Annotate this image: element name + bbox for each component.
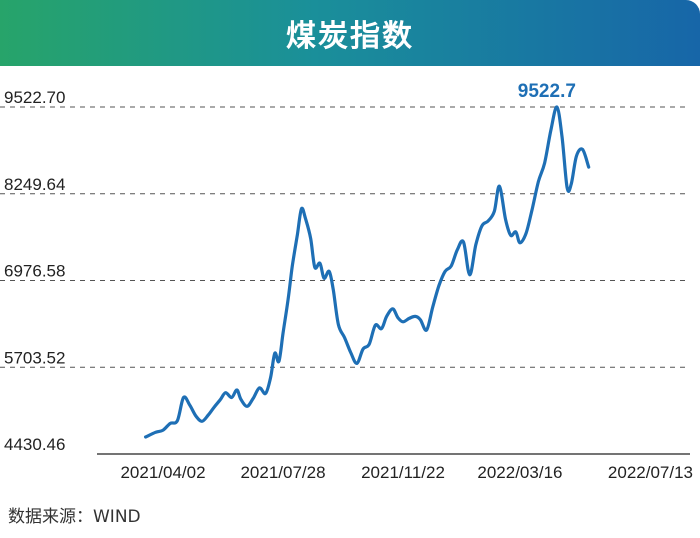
line-chart: 9522.70 8249.64 6976.58 5703.52 4430.46 2021… bbox=[0, 81, 693, 482]
x-tick-label: 2021/11/22 bbox=[361, 463, 445, 482]
x-tick-label: 2021/07/28 bbox=[240, 463, 325, 482]
y-tick-label: 6976.58 bbox=[4, 262, 65, 281]
y-axis-ticks: 9522.70 8249.64 6976.58 5703.52 4430.46 bbox=[4, 88, 65, 454]
x-tick-label: 2022/07/13 bbox=[608, 463, 693, 482]
grid-layer bbox=[0, 106, 690, 455]
title-bar: 煤炭指数 bbox=[0, 0, 700, 66]
data-source-note: 数据来源：WIND bbox=[8, 507, 141, 527]
x-tick-label: 2021/04/02 bbox=[120, 463, 205, 482]
y-tick-label: 5703.52 bbox=[4, 348, 65, 367]
y-tick-label: 8249.64 bbox=[4, 175, 65, 194]
annotation-layer: 9522.7 bbox=[518, 81, 576, 102]
series-line bbox=[144, 105, 591, 439]
peak-value-label: 9522.7 bbox=[518, 81, 576, 102]
y-tick-label: 9522.70 bbox=[4, 88, 65, 107]
series-layer bbox=[144, 105, 591, 439]
x-axis-ticks: 2021/04/02 2021/07/28 2021/11/22 2022/03/16… bbox=[120, 463, 693, 482]
x-tick-label: 2022/03/16 bbox=[477, 463, 562, 482]
chart-title: 煤炭指数 bbox=[286, 19, 414, 54]
y-tick-label: 4430.46 bbox=[4, 435, 65, 454]
